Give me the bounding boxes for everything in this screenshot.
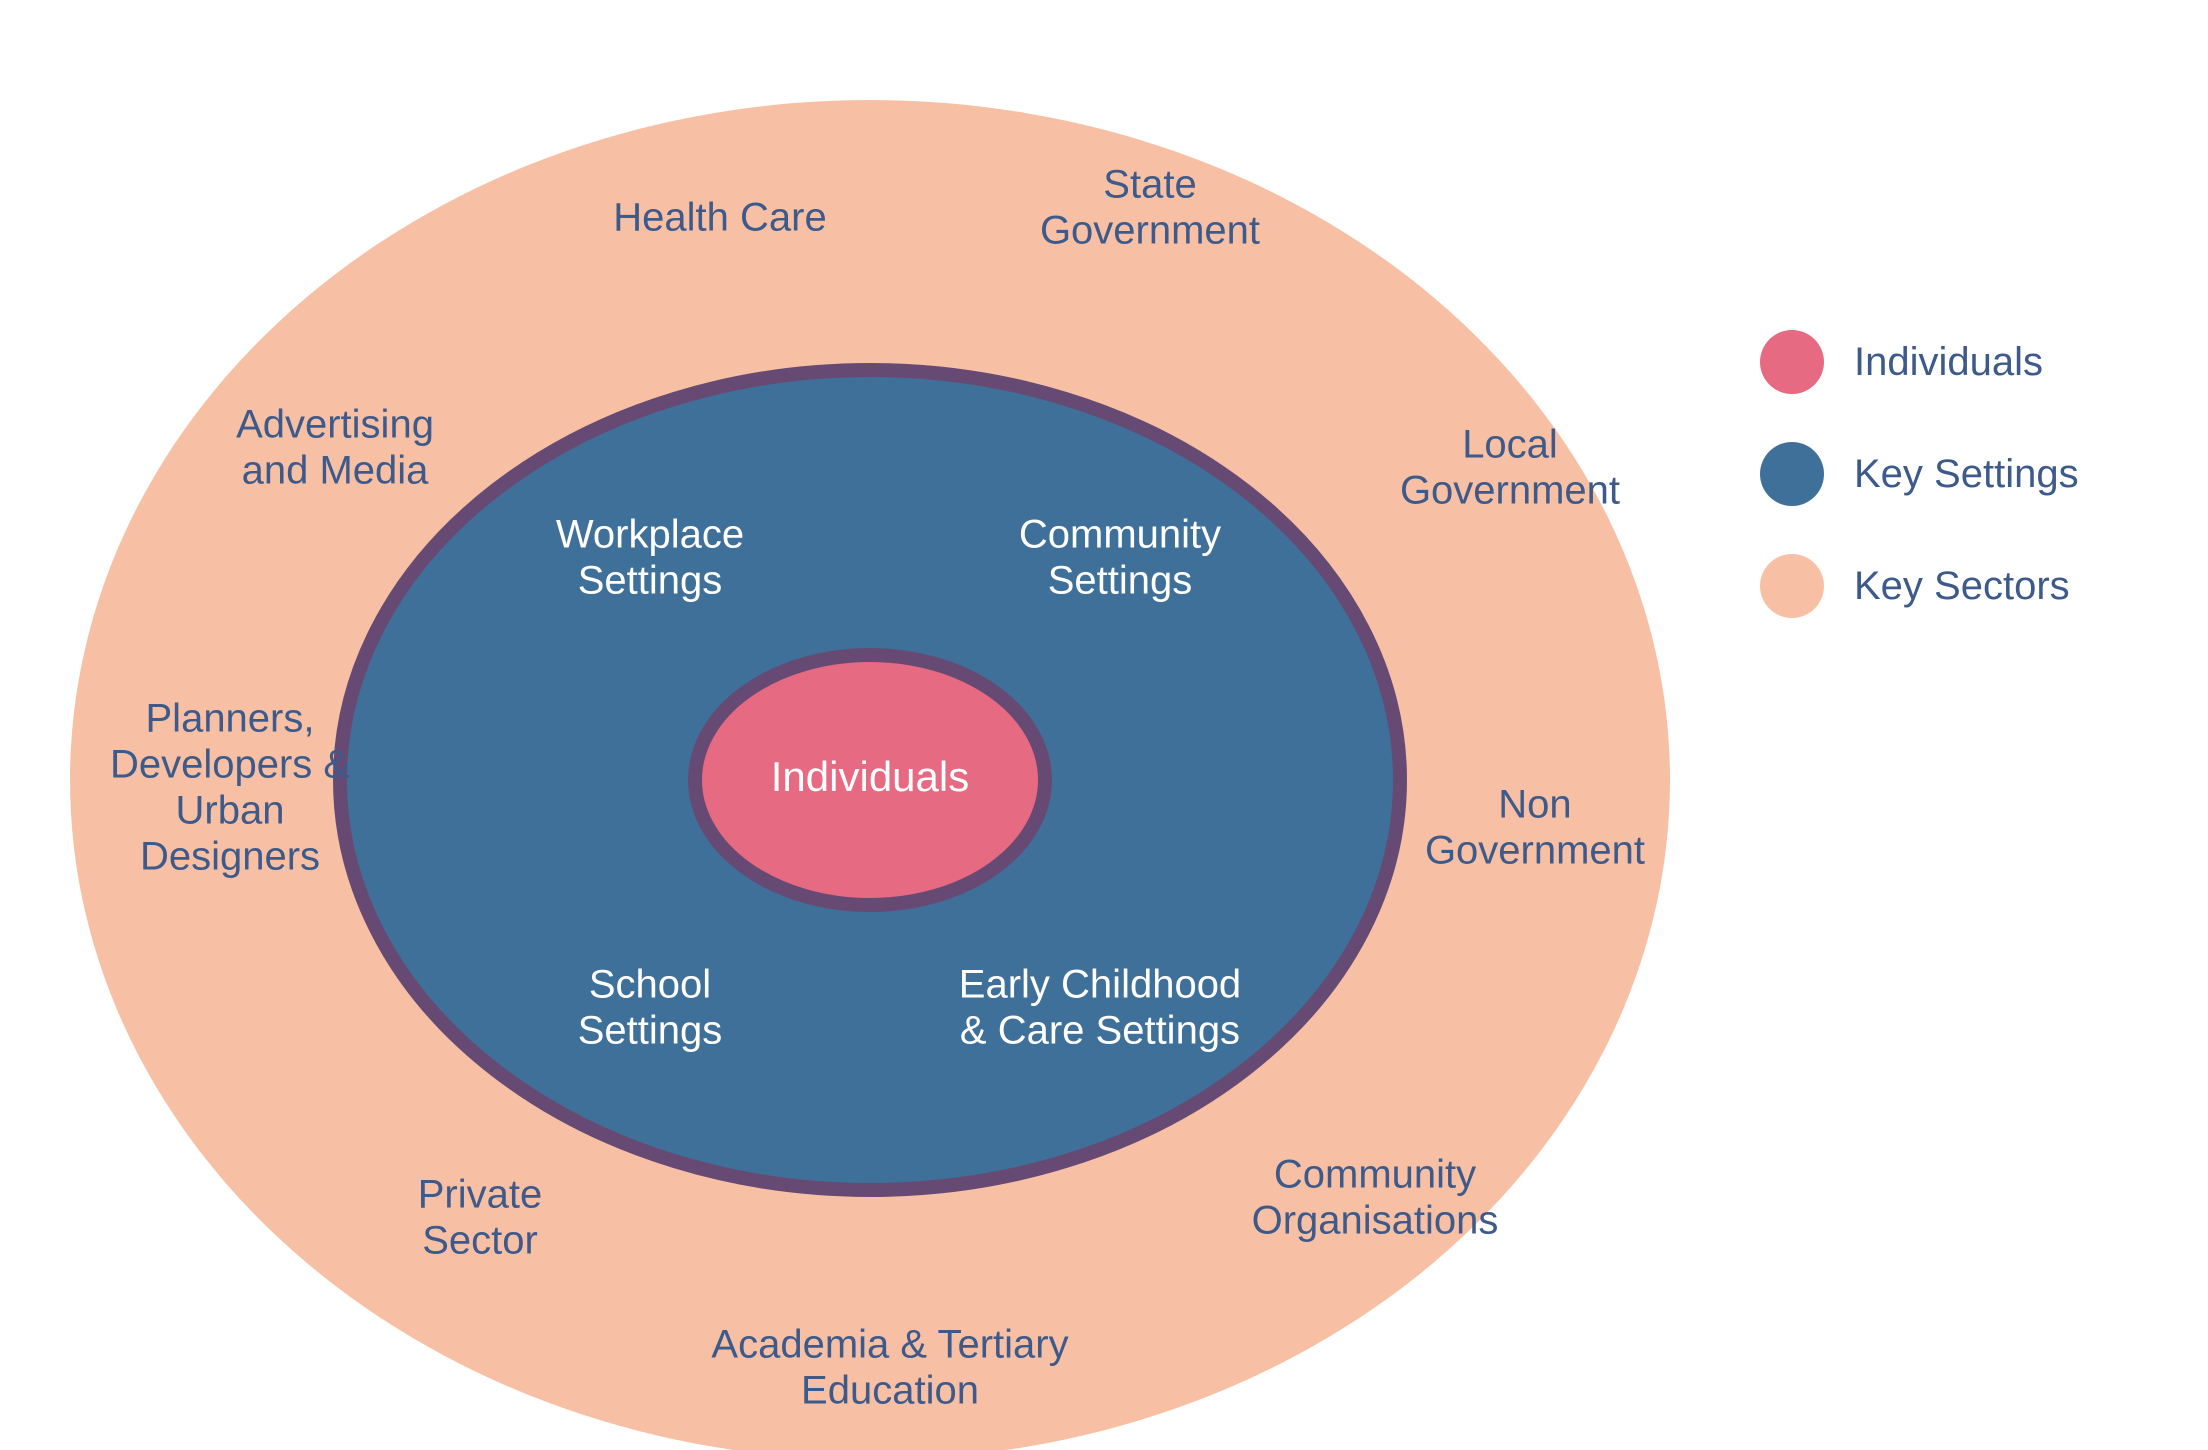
outer-label-advertising-media-line: Advertising — [236, 403, 434, 447]
middle-label-workplace-settings-line: Workplace — [556, 513, 744, 557]
outer-label-private-sector-line: Sector — [422, 1219, 538, 1263]
middle-label-community-settings-line: Community — [1019, 513, 1221, 557]
outer-label-health-care-line: Health Care — [613, 196, 826, 240]
diagram-stage: IndividualsWorkplaceSettingsCommunitySet… — [0, 0, 2208, 1450]
outer-label-non-government-line: Government — [1425, 829, 1645, 873]
legend-label-key-settings: Key Settings — [1854, 452, 2079, 497]
middle-label-early-childhood-care-line: Early Childhood — [959, 963, 1241, 1007]
outer-label-community-organisations-line: Community — [1274, 1153, 1476, 1197]
outer-label-local-government-line: Government — [1400, 469, 1620, 513]
middle-label-early-childhood-care-line: & Care Settings — [960, 1009, 1240, 1053]
outer-label-private-sector-line: Private — [418, 1173, 543, 1217]
outer-label-advertising-media-line: and Media — [242, 449, 430, 493]
outer-label-state-government-line: Government — [1040, 209, 1260, 253]
outer-label-academia-tertiary-line: Academia & Tertiary — [711, 1323, 1068, 1367]
legend-item-key-sectors: Key Sectors — [1760, 554, 2079, 618]
outer-label-academia-tertiary-line: Education — [801, 1369, 979, 1413]
legend-swatch-key-sectors — [1760, 554, 1824, 618]
center-label-individuals: Individuals — [771, 753, 969, 800]
legend-swatch-individuals — [1760, 330, 1824, 394]
outer-label-planners-developers-line: Designers — [140, 835, 320, 879]
outer-label-health-care: Health Care — [613, 196, 826, 240]
outer-label-community-organisations-line: Organisations — [1252, 1199, 1499, 1243]
outer-label-planners-developers-line: Planners, — [146, 697, 315, 741]
outer-label-planners-developers-line: Urban — [176, 789, 285, 833]
outer-label-local-government-line: Local — [1462, 423, 1558, 467]
middle-label-workplace-settings-line: Settings — [578, 559, 723, 603]
legend-label-individuals: Individuals — [1854, 340, 2043, 385]
outer-label-non-government-line: Non — [1498, 783, 1571, 827]
outer-label-state-government-line: State — [1103, 163, 1196, 207]
legend-swatch-key-settings — [1760, 442, 1824, 506]
outer-label-planners-developers-line: Developers & — [110, 743, 350, 787]
onion-diagram: IndividualsWorkplaceSettingsCommunitySet… — [0, 0, 2208, 1450]
middle-label-community-settings-line: Settings — [1048, 559, 1193, 603]
middle-label-school-settings-line: Settings — [578, 1009, 723, 1053]
legend-item-individuals: Individuals — [1760, 330, 2079, 394]
legend-label-key-sectors: Key Sectors — [1854, 564, 2070, 609]
middle-label-school-settings-line: School — [589, 963, 711, 1007]
legend: Individuals Key Settings Key Sectors — [1760, 330, 2079, 666]
legend-item-key-settings: Key Settings — [1760, 442, 2079, 506]
